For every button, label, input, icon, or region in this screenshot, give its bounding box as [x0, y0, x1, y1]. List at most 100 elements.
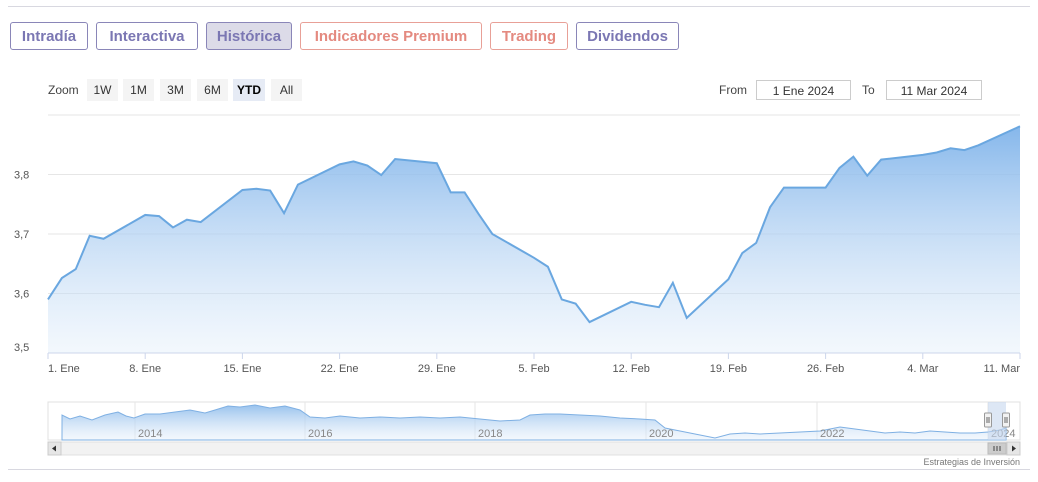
navigator-handle[interactable]: [984, 412, 992, 428]
x-tick-label: 15. Ene: [223, 363, 261, 375]
data-point: [255, 188, 257, 190]
data-point: [380, 174, 382, 176]
y-tick-label: 3,5: [14, 342, 29, 354]
data-point: [644, 304, 646, 306]
data-point: [61, 277, 63, 279]
chevron-left-icon: [52, 445, 56, 452]
data-point: [394, 158, 396, 160]
navigator-year-label: 2018: [478, 428, 502, 440]
to-date-input[interactable]: 11 Mar 2024: [886, 80, 982, 100]
tab-interactiva[interactable]: Interactiva: [96, 22, 198, 50]
data-point: [200, 221, 202, 223]
from-label: From: [719, 83, 747, 97]
zoom-1m-button[interactable]: 1M: [123, 79, 154, 101]
data-point: [144, 214, 146, 216]
data-point: [436, 162, 438, 164]
tab-intradia[interactable]: Intradía: [10, 22, 88, 50]
data-point: [880, 158, 882, 160]
x-axis: 1. Ene 8. Ene 15. Ene 22. Ene 29. Ene 5. Feb 1…: [47, 352, 1021, 375]
zoom-label: Zoom: [48, 83, 79, 97]
data-point: [935, 151, 937, 153]
navigator-series: [61, 404, 1007, 441]
data-point: [352, 160, 354, 162]
x-tick-label: 5. Feb: [518, 363, 549, 375]
data-point: [463, 191, 465, 193]
data-point: [949, 147, 951, 149]
data-point: [1019, 125, 1021, 127]
x-tick-label: 11. Mar: [984, 363, 1021, 375]
data-point: [366, 164, 368, 166]
data-point: [172, 226, 174, 228]
data-point: [241, 189, 243, 191]
data-point: [102, 238, 104, 240]
data-point: [338, 163, 340, 165]
x-tick-label: 12. Feb: [613, 363, 650, 375]
y-tick-label: 3,7: [14, 229, 29, 241]
x-tick-label: 8. Ene: [129, 363, 161, 375]
data-point: [491, 233, 493, 235]
data-point: [977, 144, 979, 146]
data-point: [963, 149, 965, 151]
data-point: [449, 191, 451, 193]
x-tick-label: 19. Feb: [710, 363, 747, 375]
y-axis: 3,5 3,6 3,7 3,8: [14, 170, 29, 355]
x-tick-label: 26. Feb: [807, 363, 844, 375]
data-point: [755, 242, 757, 244]
data-point: [269, 189, 271, 191]
series-line: [47, 125, 1021, 324]
data-point: [186, 219, 188, 221]
data-point: [769, 206, 771, 208]
x-tick-label: 22. Ene: [321, 363, 359, 375]
data-point: [561, 298, 563, 300]
from-date-input[interactable]: 1 Ene 2024: [756, 80, 851, 100]
data-point: [824, 186, 826, 188]
to-label: To: [862, 83, 875, 97]
navigator-selection[interactable]: [988, 402, 1006, 440]
data-point: [297, 183, 299, 185]
navigator[interactable]: 201420162018202020222024: [47, 401, 1021, 456]
zoom-all-button[interactable]: All: [271, 79, 302, 101]
navigator-handle[interactable]: [1002, 412, 1010, 428]
zoom-ytd-button[interactable]: YTD: [233, 79, 265, 101]
tab-dividendos[interactable]: Dividendos: [576, 22, 679, 50]
series-area: [48, 126, 1020, 354]
chevron-right-icon: [1012, 445, 1016, 452]
x-tick-label: 4. Mar: [907, 363, 939, 375]
data-point: [783, 186, 785, 188]
data-point: [574, 302, 576, 304]
data-point: [686, 317, 688, 319]
x-tick-label: 29. Ene: [418, 363, 456, 375]
area-layer: [47, 125, 1021, 354]
data-point: [47, 298, 49, 300]
credit-text: Estrategias de Inversión: [923, 457, 1020, 467]
data-point: [852, 155, 854, 157]
x-tick-label: 1. Ene: [48, 363, 80, 375]
data-point: [658, 306, 660, 308]
data-point: [158, 215, 160, 217]
data-point: [477, 213, 479, 215]
navigator-year-label: 2022: [820, 428, 844, 440]
data-point: [283, 212, 285, 214]
y-tick-label: 3,6: [14, 289, 29, 301]
scrollbar-track[interactable]: [47, 441, 1021, 456]
navigator-year-label: 2020: [649, 428, 673, 440]
tab-historica[interactable]: Histórica: [206, 22, 292, 50]
data-point: [588, 321, 590, 323]
tab-trading[interactable]: Trading: [490, 22, 568, 50]
data-point: [838, 167, 840, 169]
navigator-year-label: 2014: [138, 428, 162, 440]
zoom-3m-button[interactable]: 3M: [160, 79, 191, 101]
navigator-year-label: 2016: [308, 428, 332, 440]
y-tick-label: 3,8: [14, 170, 29, 182]
zoom-6m-button[interactable]: 6M: [197, 79, 228, 101]
data-point: [672, 282, 674, 284]
data-point: [547, 266, 549, 268]
tab-indicadores-premium[interactable]: Indicadores Premium: [300, 22, 482, 50]
data-point: [88, 235, 90, 237]
bottom-divider: [8, 469, 1030, 470]
zoom-1w-button[interactable]: 1W: [87, 79, 118, 101]
data-point: [533, 257, 535, 259]
top-divider: [8, 6, 1030, 7]
data-point: [75, 268, 77, 270]
